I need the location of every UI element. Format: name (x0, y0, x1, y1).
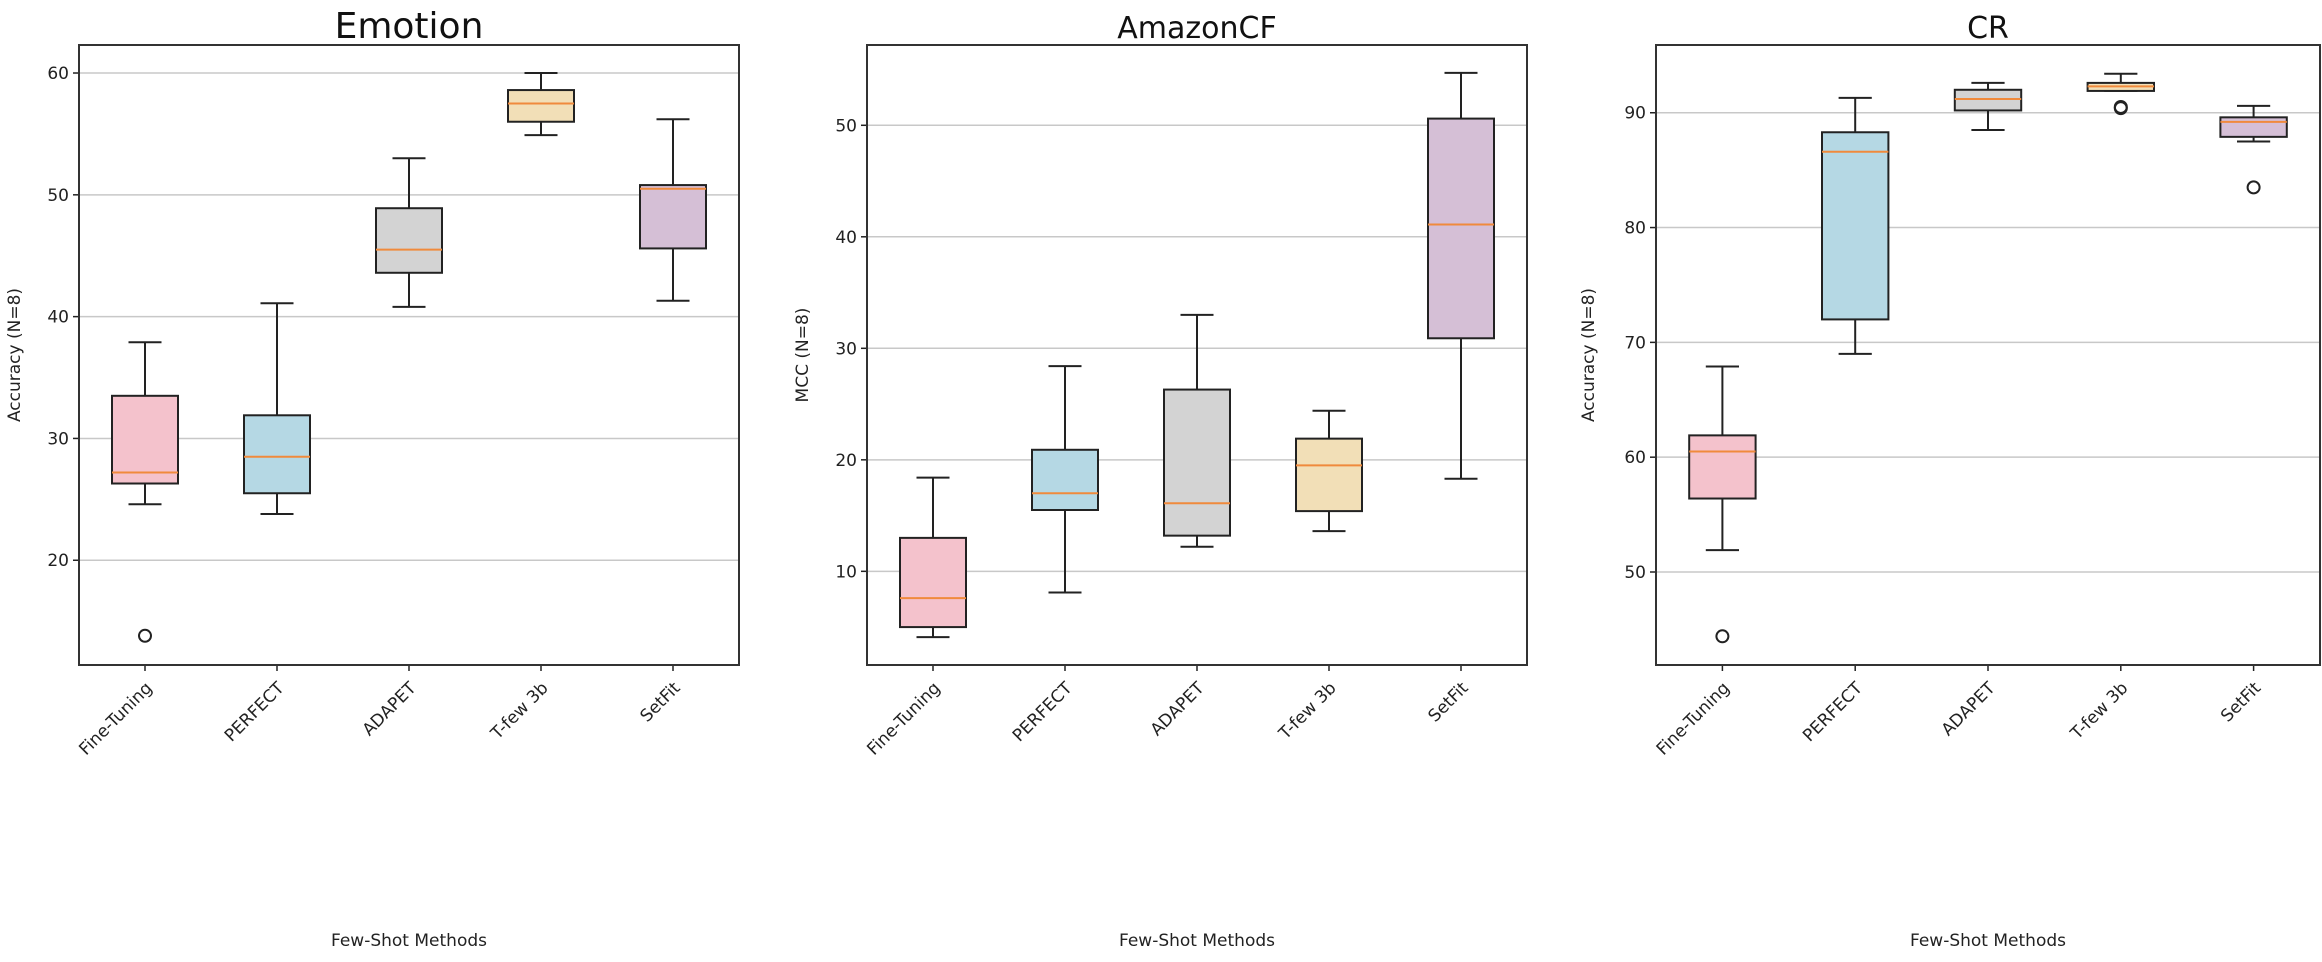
y-axis-label: Accuracy (N=8) (5, 288, 25, 422)
box-adapet (1163, 313, 1231, 548)
y-tick-label: 70 (1624, 333, 1646, 353)
x-tick-label: PERFECT (1009, 678, 1077, 746)
y-axis-label: MCC (N=8) (793, 308, 813, 403)
box-body (1821, 131, 1890, 321)
y-tick-label: 60 (1624, 448, 1646, 468)
box-body (1953, 88, 2023, 112)
y-tick-label: 20 (835, 451, 857, 471)
x-tick-label: SetFit (2217, 678, 2265, 726)
y-tick-label: 30 (835, 339, 857, 359)
box-fine-tuning (111, 341, 179, 643)
x-tick-label: PERFECT (221, 678, 289, 746)
x-tick-label: ADAPET (1938, 678, 2000, 740)
box-body (639, 184, 707, 250)
box-setfit (1427, 71, 1495, 480)
box-perfect (1031, 365, 1099, 594)
axes-frame (1655, 44, 2321, 666)
y-tick-label: 50 (835, 116, 857, 136)
box-body (1427, 117, 1495, 340)
x-tick-label: ADAPET (359, 678, 421, 740)
panel-emotion: 20 30 40 50 60 Fine-Tuning PERFECT ADAPET T-few … (5, 6, 740, 951)
box-body (899, 536, 967, 629)
chart-title: CR (1967, 11, 2009, 46)
box-body (1688, 434, 1757, 500)
box-t-few-3b (2086, 72, 2156, 116)
panel-amazoncf: 10 20 30 40 50 Fine-Tuning PERFECT ADAPET T-few … (793, 11, 1528, 951)
box-perfect (243, 302, 311, 515)
y-tick-label: 10 (835, 562, 857, 582)
y-tick-label: 80 (1624, 219, 1646, 239)
y-axis-label: Accuracy (N=8) (1579, 288, 1599, 422)
x-tick-label: T-few 3b (487, 678, 553, 744)
box-body (1163, 388, 1231, 537)
box-body (375, 207, 443, 274)
box-fine-tuning (899, 476, 967, 639)
x-tick-label: PERFECT (1799, 678, 1867, 746)
panel-cr: 50 60 70 80 90 Fine-Tuning PERFECT ADAPET T-few … (1579, 11, 2321, 951)
y-tick-label: 40 (835, 228, 857, 248)
y-tick-label: 60 (47, 64, 69, 84)
x-axis-label: Few-Shot Methods (1119, 931, 1275, 951)
box-body (507, 89, 575, 123)
box-body (111, 394, 179, 485)
outlier-point (1715, 629, 1730, 644)
box-body (1295, 437, 1363, 513)
box-perfect (1821, 96, 1890, 355)
x-tick-label: Fine-Tuning (75, 678, 156, 759)
x-axis-label: Few-Shot Methods (331, 931, 487, 951)
outlier-point (2113, 100, 2128, 114)
x-tick-label: SetFit (637, 678, 685, 726)
box-t-few-3b (507, 72, 575, 137)
axes-frame (866, 44, 1528, 666)
y-tick-label: 30 (47, 429, 69, 449)
x-tick-label: T-few 3b (2066, 678, 2132, 744)
outlier-point (2246, 180, 2261, 195)
box-adapet (375, 157, 443, 308)
y-tick-label: 50 (47, 186, 69, 206)
box-t-few-3b (1295, 409, 1363, 533)
y-tick-label: 90 (1624, 104, 1646, 124)
y-tick-label: 40 (47, 308, 69, 328)
box-body (243, 414, 311, 495)
x-tick-label: ADAPET (1147, 678, 1209, 740)
box-body (2219, 116, 2288, 138)
chart-title: AmazonCF (1117, 11, 1276, 46)
x-tick-label: SetFit (1425, 678, 1473, 726)
box-body (1031, 448, 1099, 512)
outlier-point (138, 628, 152, 643)
box-setfit (639, 118, 707, 302)
x-tick-label: T-few 3b (1275, 678, 1341, 744)
box-setfit (2219, 104, 2288, 195)
box-adapet (1953, 81, 2023, 131)
axes-frame (78, 44, 740, 666)
x-tick-label: Fine-Tuning (863, 678, 944, 759)
x-tick-label: Fine-Tuning (1653, 678, 1734, 759)
x-axis-label: Few-Shot Methods (1910, 931, 2066, 951)
box-fine-tuning (1688, 365, 1757, 644)
y-tick-label: 50 (1624, 563, 1646, 583)
y-tick-label: 20 (47, 551, 69, 571)
chart-title: Emotion (335, 6, 484, 47)
